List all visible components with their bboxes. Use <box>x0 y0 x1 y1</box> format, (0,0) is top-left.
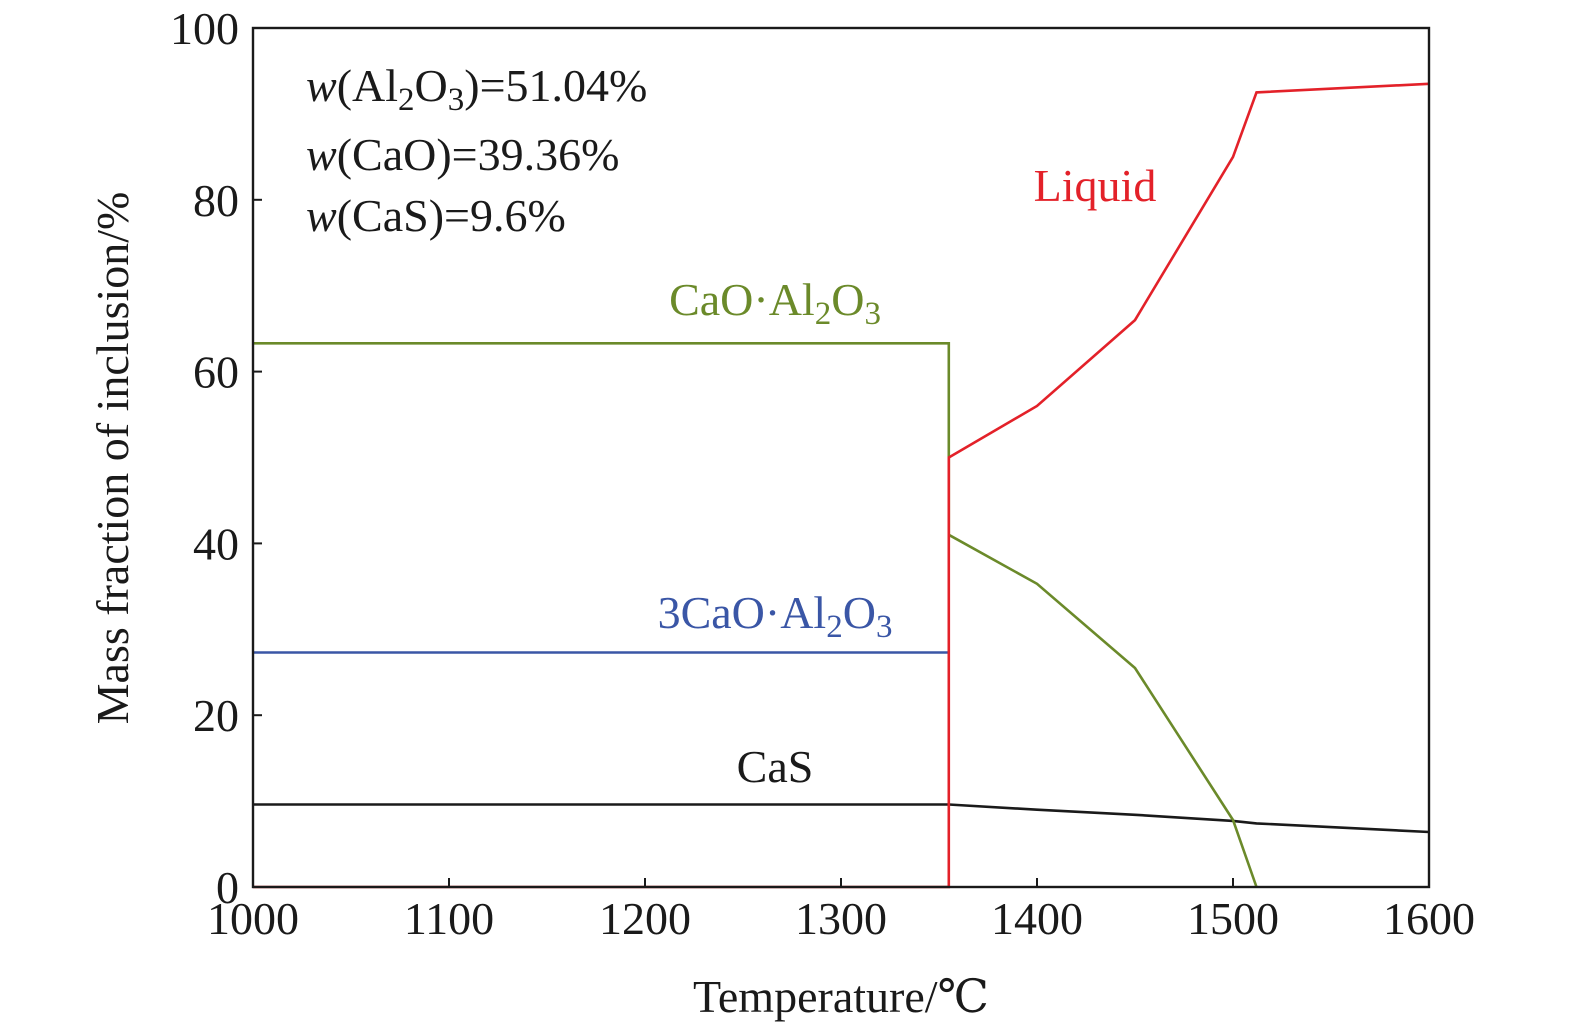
x-tick-label: 1100 <box>404 893 494 944</box>
x-tick-label: 1000 <box>207 893 299 944</box>
annotation-value: =9.6% <box>444 190 566 241</box>
y-tick-label: 60 <box>193 347 239 398</box>
series-label-cao-al2o3: CaO·Al2O3 <box>669 274 881 332</box>
series-label-3cao-al2o3-part: 3 <box>876 609 893 645</box>
y-axis-title: Mass fraction of inclusion/% <box>87 192 138 725</box>
series-line-cao-al2o3 <box>253 341 1258 888</box>
series-line-cas <box>253 803 1430 834</box>
series-label-3cao-al2o3-part: 3CaO·Al <box>658 587 827 638</box>
y-tick-label: 0 <box>216 862 239 913</box>
x-tick-label: 1200 <box>599 893 691 944</box>
x-tick-label: 1600 <box>1383 893 1475 944</box>
series-label-3cao-al2o3-part: 2 <box>826 609 843 645</box>
annotation-block: w(Al2O3)=51.04%w(CaO)=39.36%w(CaS)=9.6% <box>306 60 647 241</box>
annotation-line: w(Al2O3)=51.04% <box>306 60 647 118</box>
annotation-species: O <box>415 60 448 111</box>
annotation-prefix: w <box>306 60 337 111</box>
series-label-cas-part: CaS <box>737 741 814 792</box>
annotation-species: 2 <box>398 82 415 118</box>
annotation-species: (Al <box>337 60 398 111</box>
series-label-cas: CaS <box>737 741 814 792</box>
y-tick-label: 100 <box>170 3 239 54</box>
series-label-3cao-al2o3: 3CaO·Al2O3 <box>658 587 893 645</box>
x-axis-title: Temperature/℃ <box>693 971 989 1022</box>
series-label-cao-al2o3-part: 2 <box>815 296 832 332</box>
annotation-prefix: w <box>306 190 337 241</box>
annotation-value: =51.04% <box>480 60 648 111</box>
series-label-cao-al2o3-part: CaO·Al <box>669 274 815 325</box>
annotation-value: =39.36% <box>452 129 620 180</box>
series-label-3cao-al2o3-part: O <box>843 587 876 638</box>
y-tick-label: 40 <box>193 518 239 569</box>
series-layer <box>253 82 1430 889</box>
x-tick-label: 1300 <box>795 893 887 944</box>
series-label-liquid-part: Liquid <box>1034 160 1157 211</box>
x-tick-label: 1500 <box>1187 893 1279 944</box>
annotation-species: (CaO) <box>337 129 452 180</box>
x-tick-label: 1400 <box>991 893 1083 944</box>
series-label-cao-al2o3-part: 3 <box>864 296 881 332</box>
series-line-liquid <box>253 82 1430 889</box>
series-label-cao-al2o3-part: O <box>831 274 864 325</box>
annotation-species: 3 <box>448 82 465 118</box>
annotation-prefix: w <box>306 129 337 180</box>
annotation-species: (CaS) <box>337 190 444 241</box>
y-tick-label: 20 <box>193 690 239 741</box>
annotation-line: w(CaO)=39.36% <box>306 129 619 180</box>
tick-layer: 1000 1100 1200 1300 1400 1500 1600 0 20 40 60 80 100 <box>170 3 1475 944</box>
annotation-species: ) <box>464 60 479 111</box>
annotation-line: w(CaS)=9.6% <box>306 190 566 241</box>
series-label-liquid: Liquid <box>1034 160 1157 211</box>
y-tick-label: 80 <box>193 175 239 226</box>
